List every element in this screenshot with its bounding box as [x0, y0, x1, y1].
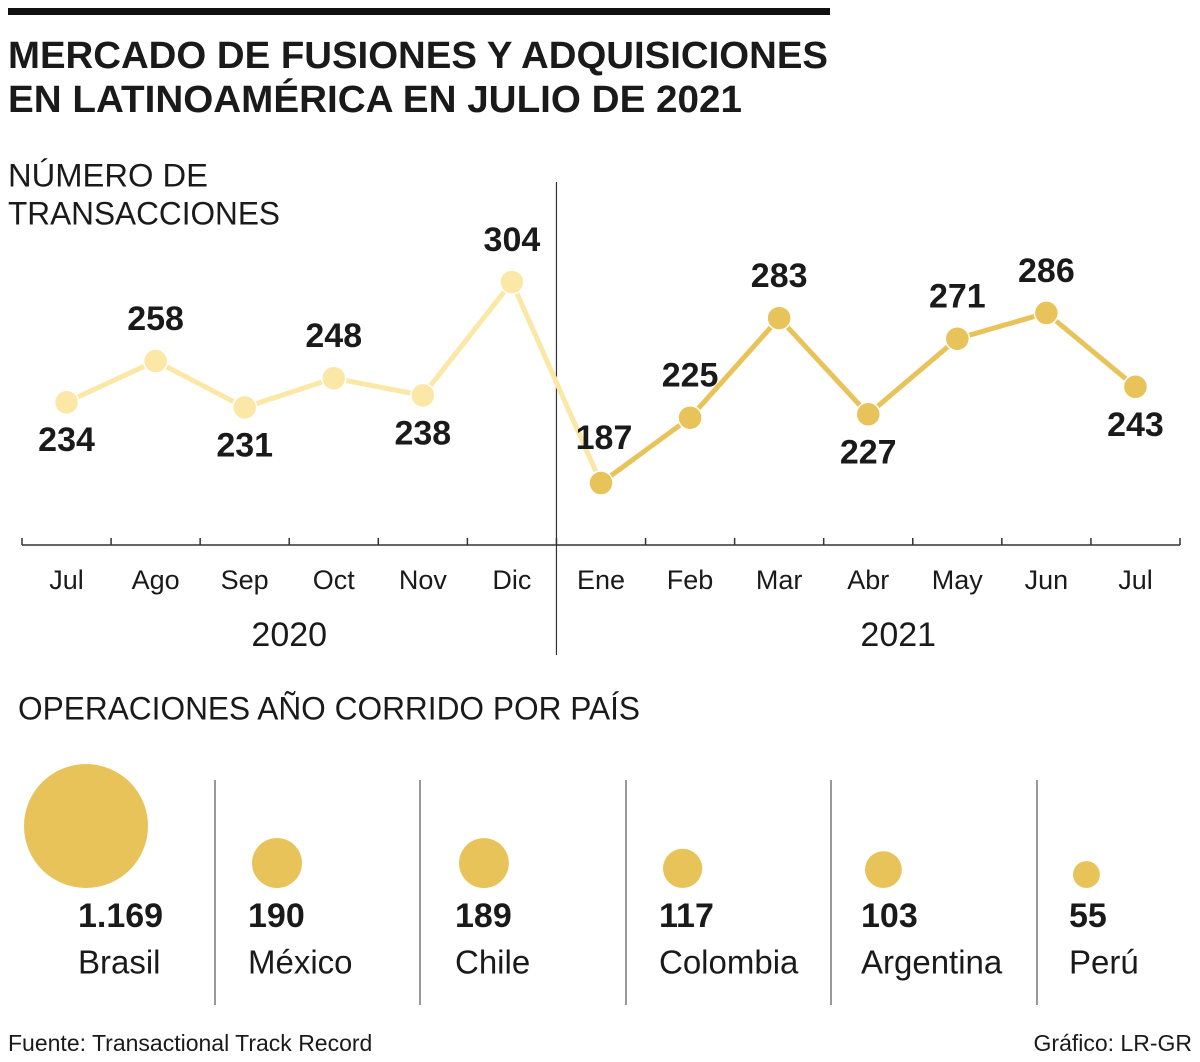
x-tick-label: Oct [313, 565, 356, 595]
value-label: 238 [394, 414, 451, 452]
value-label: 190 [248, 897, 305, 935]
category-label: Brasil [78, 944, 161, 981]
source: Fuente: Transactional Track Record [8, 1030, 372, 1056]
value-label: 258 [127, 300, 184, 338]
group-label: 2021 [860, 616, 936, 654]
top-bar [8, 8, 830, 15]
value-label: 286 [1018, 252, 1075, 290]
value-label: 225 [662, 357, 719, 395]
x-tick-label: Dic [492, 565, 531, 595]
x-tick-label: Jul [49, 565, 84, 595]
point [588, 470, 614, 496]
point [1033, 300, 1060, 326]
value-label: 55 [1069, 897, 1107, 935]
point [321, 365, 347, 391]
bubble [1073, 861, 1100, 888]
credit: Gráfico: LR-GR [1034, 1030, 1192, 1056]
x-tick-label: Feb [667, 565, 714, 595]
x-tick-label: Abr [847, 565, 889, 595]
category-label: Argentina [861, 944, 1003, 981]
x-tick-label: May [932, 565, 984, 595]
title-line: MERCADO DE FUSIONES Y ADQUISICIONES [8, 35, 828, 77]
point [231, 394, 258, 421]
value-label: 234 [38, 421, 95, 459]
title-line: EN LATINOAMÉRICA EN JULIO DE 2021 [8, 77, 742, 121]
value-label: 231 [216, 426, 273, 464]
point [53, 389, 80, 416]
point [677, 404, 703, 431]
x-tick-label: Sep [221, 565, 269, 595]
point [766, 305, 792, 331]
value-label: 117 [659, 897, 714, 935]
subtitle-line: TRANSACCIONES [8, 195, 280, 231]
category-label: México [248, 944, 353, 981]
subtitle-line: NÚMERO DE [8, 157, 208, 193]
bubble [865, 851, 902, 888]
value-label: 271 [929, 278, 986, 316]
bubble [24, 764, 148, 888]
value-label: 189 [455, 897, 512, 935]
point [142, 348, 169, 374]
x-tick-label: Ene [577, 565, 625, 595]
value-label: 227 [840, 433, 897, 471]
value-label: 1.169 [78, 897, 163, 935]
value-label: 243 [1107, 406, 1164, 444]
section-title: OPERACIONES AÑO CORRIDO POR PAÍS [18, 690, 640, 726]
bubble [459, 838, 509, 888]
value-label: 187 [576, 419, 633, 457]
category-label: Chile [455, 944, 530, 981]
category-label: Colombia [659, 944, 799, 981]
point [944, 325, 971, 352]
point [499, 269, 525, 295]
x-tick-label: Jul [1118, 565, 1153, 595]
value-label: 103 [861, 897, 918, 935]
bubble [251, 838, 302, 888]
x-tick-label: Ago [132, 565, 180, 595]
bubble [663, 848, 703, 888]
group-label: 2020 [251, 616, 327, 654]
x-tick-label: Nov [399, 565, 448, 595]
category-label: Perú [1069, 944, 1139, 981]
point [855, 401, 881, 428]
value-label: 283 [751, 257, 808, 295]
x-tick-label: Jun [1025, 565, 1069, 595]
value-label: 248 [305, 317, 362, 355]
value-label: 304 [484, 221, 541, 259]
x-tick-label: Mar [756, 565, 803, 595]
point [1122, 374, 1149, 400]
point [410, 382, 436, 409]
